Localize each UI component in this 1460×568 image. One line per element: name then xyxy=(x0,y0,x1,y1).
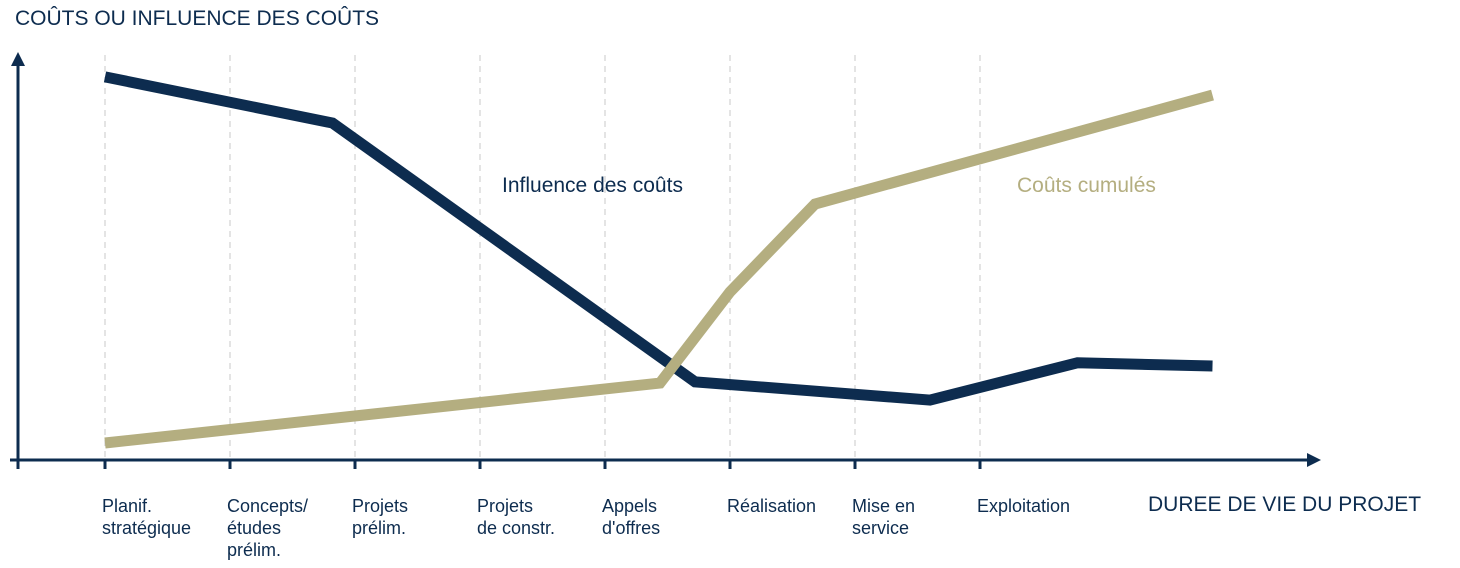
x-tick-label-line: Mise en xyxy=(852,496,915,516)
axes xyxy=(10,52,1321,468)
series-line xyxy=(103,71,1213,406)
x-tick-label-line: prélim. xyxy=(227,540,281,560)
x-arrow xyxy=(1307,453,1321,467)
x-tick-label-line: Appels xyxy=(602,496,657,516)
series-label: Coûts cumulés xyxy=(1017,174,1156,197)
x-tick-label-line: Exploitation xyxy=(977,496,1070,516)
x-tick-label-line: de constr. xyxy=(477,518,555,538)
x-tick-label: Appels d'offres xyxy=(602,496,660,538)
x-tick-label: Projets de constr. xyxy=(477,496,555,538)
y-arrow xyxy=(11,52,25,66)
x-tick-label: Concepts/études prélim. xyxy=(227,496,308,560)
x-tick-label-line: Planif. xyxy=(102,496,152,516)
x-tick-label: Projets prélim. xyxy=(352,496,408,538)
x-tick-label: Mise en service xyxy=(852,496,915,538)
x-tick-label: Réalisation xyxy=(727,496,816,516)
x-tick-label-line: Projets xyxy=(477,496,533,516)
x-tick-label-line: service xyxy=(852,518,909,538)
x-tick-label-line: stratégique xyxy=(102,518,191,538)
x-axis-title: DUREE DE VIE DU PROJET xyxy=(1148,493,1421,516)
grid xyxy=(16,55,982,469)
plot xyxy=(103,71,1214,449)
y-axis-title: COÛTS OU INFLUENCE DES COÛTS xyxy=(15,7,379,30)
x-tick-label: Exploitation xyxy=(977,496,1070,516)
x-tick-label: Planif. stratégique xyxy=(102,496,191,538)
x-tick-label-line: prélim. xyxy=(352,518,406,538)
x-tick-label-line: études xyxy=(227,518,281,538)
series-line xyxy=(104,89,1214,449)
x-tick-label-line: Projets xyxy=(352,496,408,516)
x-tick-label-line: d'offres xyxy=(602,518,660,538)
x-tick-label-line: Réalisation xyxy=(727,496,816,516)
series-label: Influence des coûts xyxy=(502,174,683,197)
x-tick-label-line: Concepts/ xyxy=(227,496,308,516)
